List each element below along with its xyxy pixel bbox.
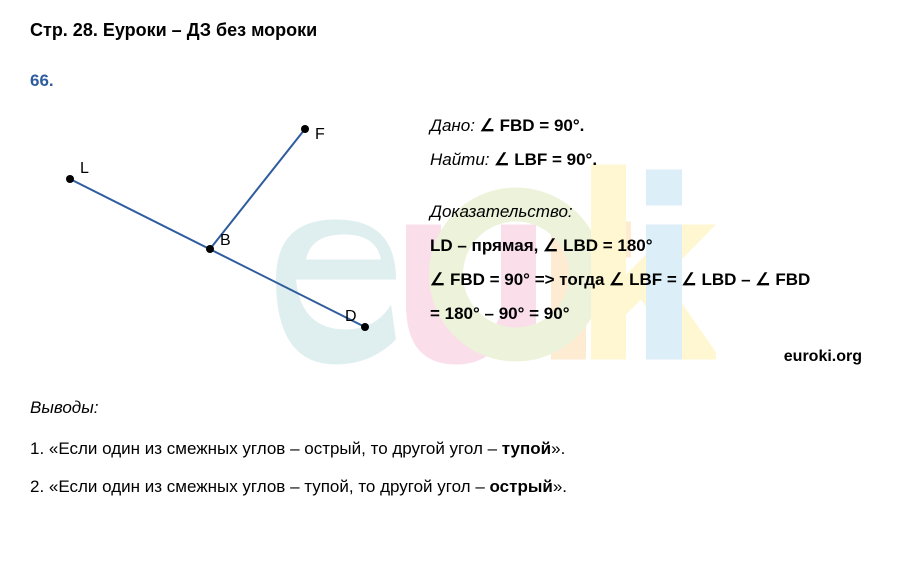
conclusion-1: 1. «Если один из смежных углов – острый,… xyxy=(30,430,882,467)
point-b-dot xyxy=(206,245,214,253)
proof-text: Дано: ∠ FBD = 90°. Найти: ∠ LBF = 90°. Д… xyxy=(430,99,882,379)
given-value: ∠ FBD = 90°. xyxy=(480,116,585,135)
point-l-dot xyxy=(66,175,74,183)
line-ld xyxy=(70,179,365,327)
find-value: ∠ LBF = 90°. xyxy=(494,150,597,169)
point-d-dot xyxy=(361,323,369,331)
point-f-label: F xyxy=(315,126,325,143)
proof-line2: ∠ FBD = 90° => тогда ∠ LBF = ∠ LBD – ∠ F… xyxy=(430,263,882,297)
proof-line3: = 180° – 90° = 90° xyxy=(430,297,882,331)
proof-label: Доказательство: xyxy=(430,195,882,229)
point-d-label: D xyxy=(345,308,357,325)
point-l-label: L xyxy=(80,160,89,177)
point-b-label: B xyxy=(220,232,231,249)
point-f-dot xyxy=(301,125,309,133)
given-line: Дано: ∠ FBD = 90°. xyxy=(430,109,882,143)
conclusions-title: Выводы: xyxy=(30,389,882,426)
site-link: euroki.org xyxy=(430,341,882,373)
page-title: Стр. 28. Еуроки – ДЗ без мороки xyxy=(30,20,882,41)
problem-number: 66. xyxy=(30,71,882,91)
given-label: Дано: xyxy=(430,116,480,135)
proof-line1: LD – прямая, ∠ LBD = 180° xyxy=(430,229,882,263)
conclusion-2: 2. «Если один из смежных углов – тупой, … xyxy=(30,468,882,505)
find-line: Найти: ∠ LBF = 90°. xyxy=(430,143,882,177)
conclusions-block: Выводы: 1. «Если один из смежных углов –… xyxy=(30,389,882,505)
line-bf xyxy=(210,129,305,249)
problem-body: L B D F Дано: ∠ FBD = 90°. Найти: ∠ LBF … xyxy=(30,99,882,379)
find-label: Найти: xyxy=(430,150,494,169)
geometry-diagram: L B D F xyxy=(30,99,410,379)
